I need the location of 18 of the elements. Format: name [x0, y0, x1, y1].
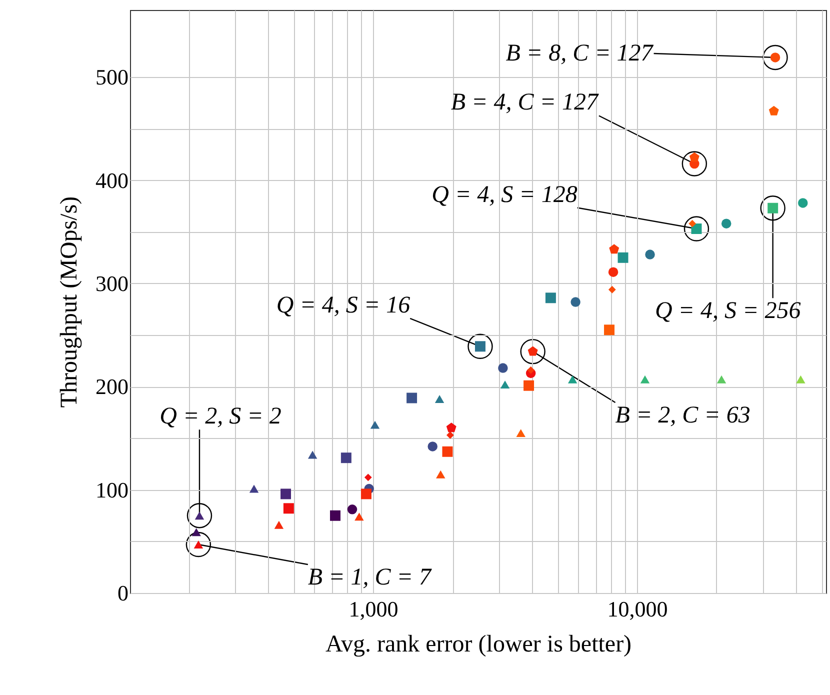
annotation: B = 8, C = 127	[506, 40, 654, 66]
x-tick-label: 1,000	[348, 596, 398, 622]
y-tick-label: 400	[96, 168, 128, 193]
x-axis-title: Avg. rank error (lower is better)	[325, 632, 632, 658]
y-tick-label: 300	[96, 270, 128, 296]
annotation: B = 2, C = 63	[615, 402, 750, 429]
annotation: Q = 4, S = 128	[432, 182, 578, 208]
annotation: B = 1, C = 7	[308, 564, 432, 591]
annotation: B = 4, C = 127	[450, 90, 599, 116]
y-axis-title: Throughput (MOps/s)	[56, 196, 82, 408]
y-tick-label: 200	[96, 374, 128, 400]
y-tick-label: 500	[96, 64, 128, 90]
annotation: Q = 4, S = 256	[654, 298, 801, 324]
x-tick-label: 10,000	[607, 596, 668, 622]
annotation: Q = 4, S = 16	[276, 292, 410, 318]
y-tick-label: 0	[118, 580, 128, 606]
y-tick-label: 100	[96, 477, 128, 502]
annotation: Q = 2, S = 2	[160, 404, 282, 430]
